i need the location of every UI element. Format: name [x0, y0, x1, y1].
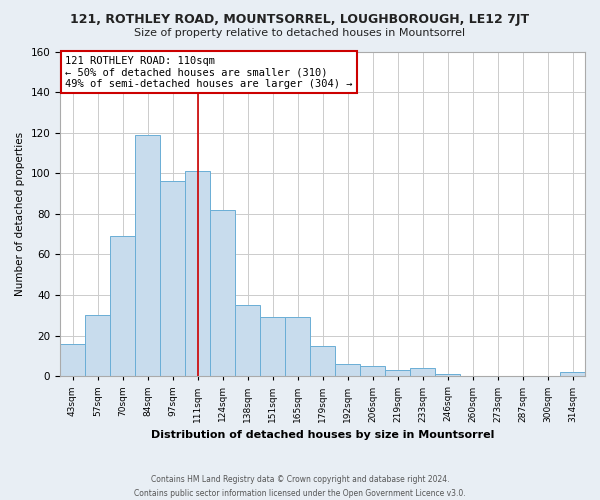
- Bar: [85, 316, 110, 376]
- Text: 121, ROTHLEY ROAD, MOUNTSORREL, LOUGHBOROUGH, LE12 7JT: 121, ROTHLEY ROAD, MOUNTSORREL, LOUGHBOR…: [70, 12, 530, 26]
- Bar: [60, 344, 85, 376]
- Bar: [285, 318, 310, 376]
- Text: 121 ROTHLEY ROAD: 110sqm
← 50% of detached houses are smaller (310)
49% of semi-: 121 ROTHLEY ROAD: 110sqm ← 50% of detach…: [65, 56, 353, 89]
- Bar: [235, 305, 260, 376]
- Bar: [185, 172, 210, 376]
- Bar: [435, 374, 460, 376]
- Bar: [360, 366, 385, 376]
- Text: Size of property relative to detached houses in Mountsorrel: Size of property relative to detached ho…: [134, 28, 466, 38]
- Bar: [310, 346, 335, 376]
- Bar: [385, 370, 410, 376]
- Bar: [210, 210, 235, 376]
- Bar: [135, 134, 160, 376]
- Y-axis label: Number of detached properties: Number of detached properties: [15, 132, 25, 296]
- Bar: [335, 364, 360, 376]
- Bar: [160, 182, 185, 376]
- Bar: [560, 372, 585, 376]
- Bar: [410, 368, 435, 376]
- Bar: [110, 236, 135, 376]
- X-axis label: Distribution of detached houses by size in Mountsorrel: Distribution of detached houses by size …: [151, 430, 494, 440]
- Bar: [260, 318, 285, 376]
- Text: Contains HM Land Registry data © Crown copyright and database right 2024.
Contai: Contains HM Land Registry data © Crown c…: [134, 476, 466, 498]
